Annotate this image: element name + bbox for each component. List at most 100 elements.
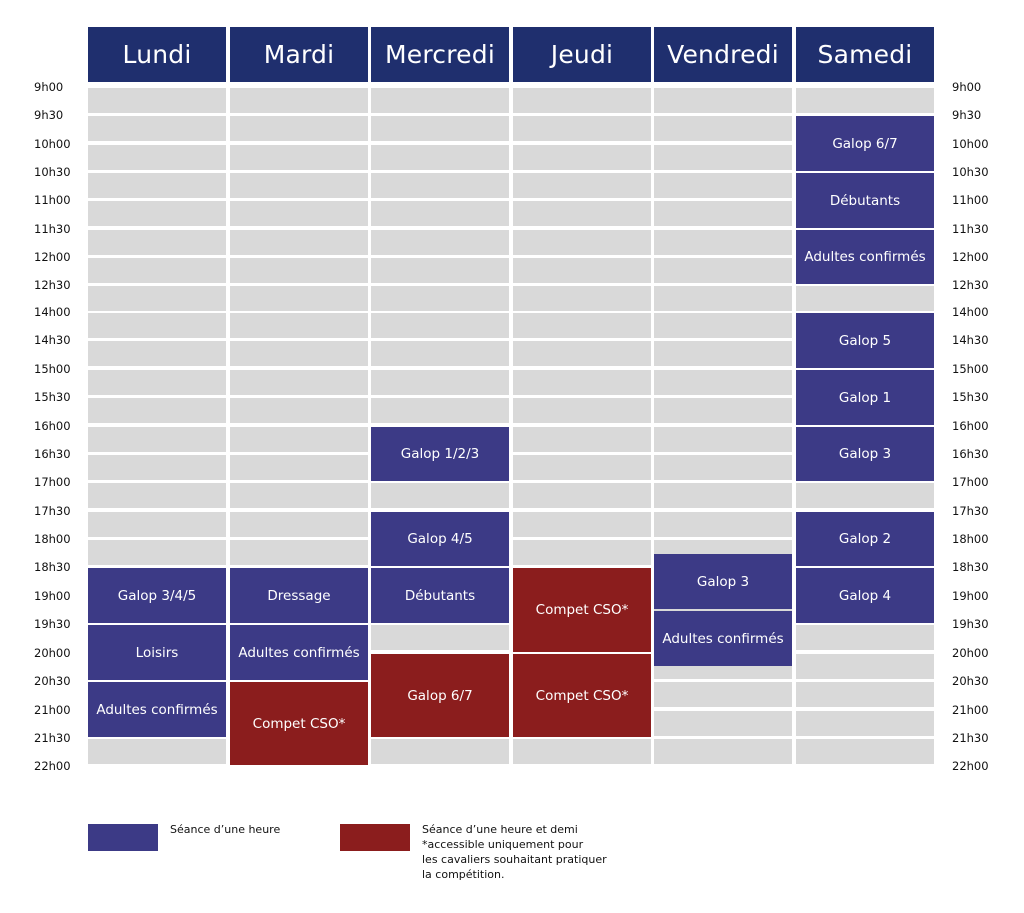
empty-slot <box>230 313 368 338</box>
empty-slot <box>230 341 368 366</box>
empty-slot <box>654 258 792 283</box>
empty-slot <box>88 341 226 366</box>
empty-slot <box>230 258 368 283</box>
time-label-left: 17h00 <box>34 475 71 489</box>
empty-slot <box>513 455 651 480</box>
session-adultes-confirmes[interactable]: Adultes confirmés <box>654 611 792 666</box>
empty-slot <box>513 201 651 226</box>
empty-slot <box>654 682 792 707</box>
legend-line: les cavaliers souhaitant pratiquer <box>422 853 607 866</box>
empty-slot <box>796 88 934 113</box>
session-loisirs[interactable]: Loisirs <box>88 625 226 680</box>
time-label-right: 9h00 <box>952 80 982 94</box>
legend-swatch-one-and-half <box>340 824 410 851</box>
empty-slot <box>230 370 368 395</box>
empty-slot <box>654 230 792 255</box>
time-label-right: 15h30 <box>952 390 989 404</box>
empty-slot <box>230 398 368 423</box>
time-label-left: 12h30 <box>34 278 71 292</box>
session-galop-3-4-5[interactable]: Galop 3/4/5 <box>88 568 226 623</box>
empty-slot <box>796 654 934 679</box>
session-galop-2[interactable]: Galop 2 <box>796 512 934 566</box>
empty-slot <box>371 201 509 226</box>
empty-slot <box>654 512 792 537</box>
session-galop-5[interactable]: Galop 5 <box>796 313 934 368</box>
time-label-right: 11h30 <box>952 222 989 236</box>
empty-slot <box>513 739 651 764</box>
empty-slot <box>654 286 792 311</box>
session-galop-1-2-3[interactable]: Galop 1/2/3 <box>371 427 509 481</box>
time-label-left: 14h30 <box>34 333 71 347</box>
day-header-mardi: Mardi <box>230 27 368 82</box>
empty-slot <box>796 483 934 508</box>
empty-slot <box>654 370 792 395</box>
empty-slot <box>654 145 792 170</box>
empty-slot <box>371 145 509 170</box>
session-galop-6-7[interactable]: Galop 6/7 <box>796 116 934 171</box>
session-debutants[interactable]: Débutants <box>796 173 934 228</box>
time-label-right: 19h30 <box>952 617 989 631</box>
time-label-left: 20h00 <box>34 646 71 660</box>
time-label-left: 12h00 <box>34 250 71 264</box>
time-label-right: 14h00 <box>952 305 989 319</box>
empty-slot <box>796 625 934 650</box>
session-galop-4-5[interactable]: Galop 4/5 <box>371 512 509 566</box>
empty-slot <box>230 483 368 508</box>
empty-slot <box>88 398 226 423</box>
empty-slot <box>513 512 651 537</box>
time-label-left: 11h30 <box>34 222 71 236</box>
empty-slot <box>371 398 509 423</box>
day-header-mercredi: Mercredi <box>371 27 509 82</box>
empty-slot <box>654 483 792 508</box>
session-galop-3[interactable]: Galop 3 <box>654 554 792 609</box>
empty-slot <box>88 540 226 565</box>
time-label-left: 9h00 <box>34 80 64 94</box>
session-compet-cso[interactable]: Compet CSO* <box>230 682 368 765</box>
session-galop-4[interactable]: Galop 4 <box>796 568 934 623</box>
empty-slot <box>88 455 226 480</box>
empty-slot <box>654 398 792 423</box>
session-adultes-confirmes[interactable]: Adultes confirmés <box>230 625 368 680</box>
empty-slot <box>371 341 509 366</box>
empty-slot <box>654 116 792 141</box>
session-adultes-confirmes[interactable]: Adultes confirmés <box>796 230 934 284</box>
session-galop-3[interactable]: Galop 3 <box>796 427 934 481</box>
empty-slot <box>88 88 226 113</box>
empty-slot <box>371 88 509 113</box>
empty-slot <box>88 145 226 170</box>
empty-slot <box>513 483 651 508</box>
legend-swatch-one-hour <box>88 824 158 851</box>
empty-slot <box>88 739 226 764</box>
empty-slot <box>88 258 226 283</box>
empty-slot <box>654 173 792 198</box>
empty-slot <box>513 370 651 395</box>
empty-slot <box>230 88 368 113</box>
empty-slot <box>513 230 651 255</box>
session-galop-1[interactable]: Galop 1 <box>796 370 934 425</box>
time-label-left: 20h30 <box>34 674 71 688</box>
empty-slot <box>371 258 509 283</box>
day-header-vendredi: Vendredi <box>654 27 792 82</box>
time-label-right: 20h00 <box>952 646 989 660</box>
empty-slot <box>371 286 509 311</box>
empty-slot <box>230 145 368 170</box>
empty-slot <box>230 540 368 565</box>
session-adultes-confirmes[interactable]: Adultes confirmés <box>88 682 226 737</box>
session-debutants[interactable]: Débutants <box>371 568 509 623</box>
empty-slot <box>654 88 792 113</box>
session-compet-cso[interactable]: Compet CSO* <box>513 654 651 737</box>
empty-slot <box>513 116 651 141</box>
session-dressage[interactable]: Dressage <box>230 568 368 623</box>
day-header-samedi: Samedi <box>796 27 934 82</box>
time-label-left: 16h00 <box>34 419 71 433</box>
legend-text-one-and-half: Séance d’une heure et demi *accessible un… <box>422 822 607 882</box>
time-label-right: 15h00 <box>952 362 989 376</box>
time-label-left: 15h30 <box>34 390 71 404</box>
session-compet-cso[interactable]: Compet CSO* <box>513 568 651 652</box>
time-label-left: 18h00 <box>34 532 71 546</box>
empty-slot <box>371 370 509 395</box>
empty-slot <box>230 230 368 255</box>
time-label-right: 21h30 <box>952 731 989 745</box>
time-label-right: 17h00 <box>952 475 989 489</box>
session-galop-6-7[interactable]: Galop 6/7 <box>371 654 509 737</box>
